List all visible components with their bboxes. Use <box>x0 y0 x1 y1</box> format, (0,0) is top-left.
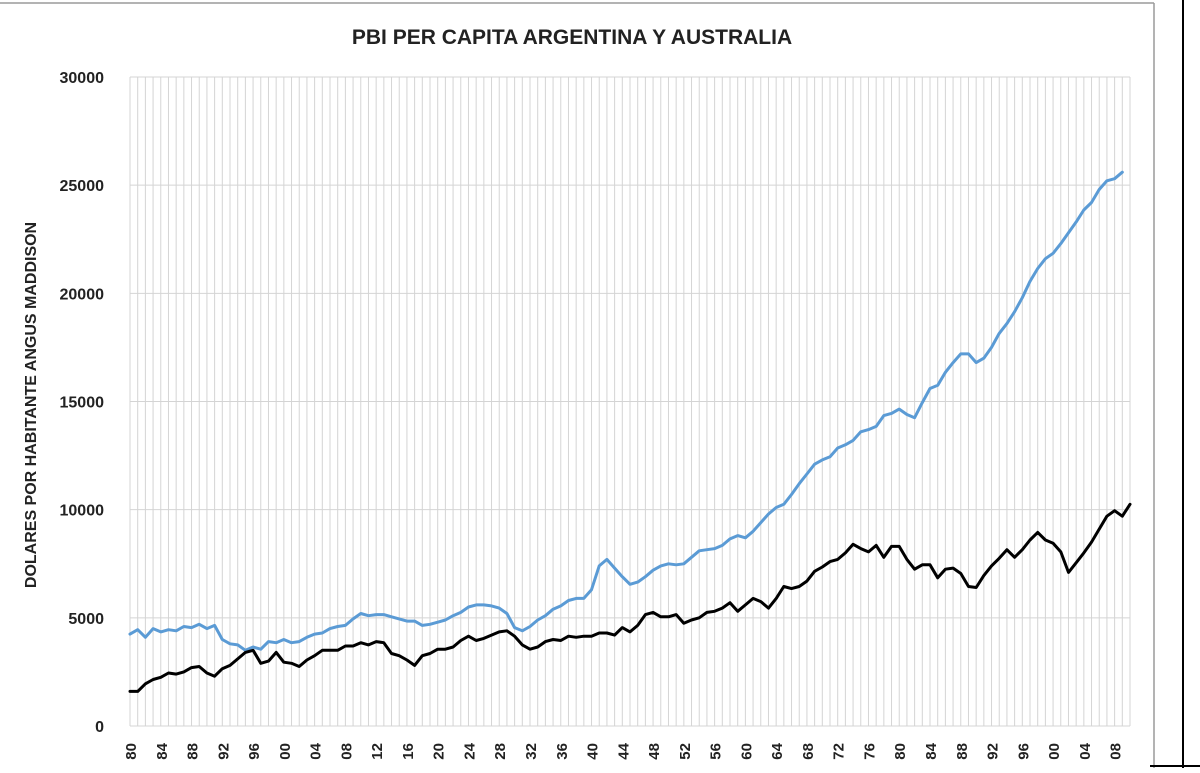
x-tick-label: 40 <box>585 743 602 760</box>
chart-title: PBI PER CAPITA ARGENTINA Y AUSTRALIA <box>352 26 792 49</box>
x-tick-labels: 80 84 88 92 96 00 04 08 12 16 20 24 28 32 36 40 44 48 52 56… <box>123 742 1125 759</box>
x-tick-label: 64 <box>769 742 786 759</box>
x-tick-label: 92 <box>215 743 232 760</box>
x-tick-label: 24 <box>461 742 478 759</box>
x-tick-label: 80 <box>123 743 140 760</box>
x-tick-label: 76 <box>861 743 878 760</box>
y-tick-label: 0 <box>95 719 104 736</box>
x-tick-label: 60 <box>738 743 755 760</box>
x-tick-label: 00 <box>1046 743 1063 760</box>
x-tick-label: 16 <box>400 743 417 760</box>
x-tick-label: 20 <box>431 743 448 760</box>
x-tick-label: 80 <box>892 743 909 760</box>
x-tick-label: 84 <box>154 742 171 759</box>
x-tick-label: 08 <box>338 743 355 760</box>
y-tick-label: 20000 <box>60 286 105 303</box>
x-tick-label: 08 <box>1108 743 1125 760</box>
y-axis-label: DOLARES POR HABITANTE ANGUS MADDISON <box>23 222 40 588</box>
x-tick-label: 28 <box>492 743 509 760</box>
x-tick-label: 96 <box>246 743 263 760</box>
x-tick-label: 84 <box>923 742 940 759</box>
x-tick-label: 68 <box>800 743 817 760</box>
x-tick-label: 88 <box>954 743 971 760</box>
series-line-1 <box>128 170 1124 652</box>
y-tick-label: 15000 <box>60 395 105 412</box>
x-tick-label: 36 <box>554 743 571 760</box>
x-tick-label: 04 <box>308 742 325 759</box>
x-tick-label: 92 <box>985 743 1002 760</box>
horizontal-gridlines <box>130 76 1130 727</box>
x-tick-label: 96 <box>1015 743 1032 760</box>
series-lines <box>128 170 1132 693</box>
x-tick-label: 04 <box>1077 742 1094 759</box>
x-tick-label: 44 <box>615 742 632 759</box>
y-tick-label: 5000 <box>68 611 104 628</box>
y-tick-label: 10000 <box>60 503 105 520</box>
x-tick-label: 00 <box>277 743 294 760</box>
y-tick-label: 30000 <box>60 70 105 87</box>
x-tick-label: 88 <box>185 743 202 760</box>
x-tick-label: 52 <box>677 743 694 760</box>
x-tick-label: 72 <box>831 743 848 760</box>
x-tick-label: 32 <box>523 743 540 760</box>
series-line-2 <box>128 502 1132 693</box>
y-tick-label: 25000 <box>60 178 105 195</box>
y-tick-labels: 0 5000 10000 15000 20000 25000 30000 <box>60 70 105 736</box>
x-tick-label: 56 <box>708 743 725 760</box>
x-tick-label: 12 <box>369 743 386 760</box>
x-tick-label: 48 <box>646 743 663 760</box>
